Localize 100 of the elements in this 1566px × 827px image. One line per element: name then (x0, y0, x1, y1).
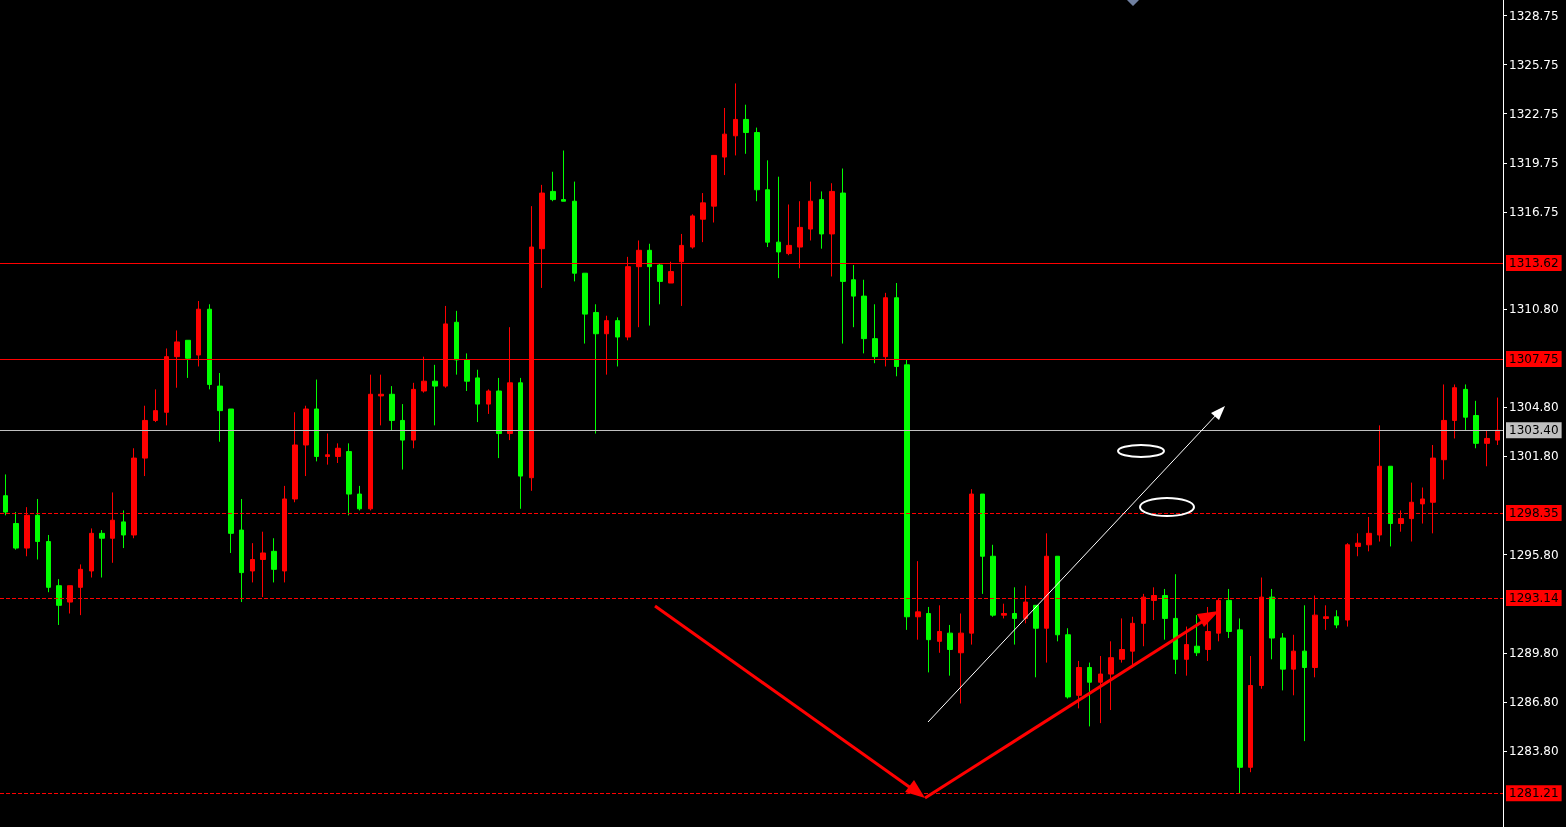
candlestick (475, 369, 480, 423)
candlestick (46, 534, 51, 593)
candlestick (1119, 617, 1125, 664)
candlestick (926, 606, 931, 673)
ref-line-label: 1293.14 (1509, 591, 1559, 606)
candlestick (904, 359, 910, 631)
candlestick (819, 190, 824, 250)
candlestick (861, 279, 867, 354)
candlestick (260, 531, 266, 598)
ref-line-label: 1303.40 (1509, 423, 1559, 438)
candlestick (239, 498, 244, 603)
candlestick (733, 82, 738, 156)
candlestick (378, 374, 384, 426)
candlestick (1291, 634, 1296, 696)
candlestick (217, 372, 223, 443)
candlestick (711, 154, 717, 223)
candlestick (947, 624, 953, 677)
candlestick (808, 181, 813, 241)
candlestick (786, 204, 792, 256)
candlestick (314, 379, 319, 462)
candlestick (3, 473, 8, 516)
candlestick (325, 433, 330, 466)
candlestick (250, 542, 255, 583)
y-tick-label: 1322.75 (1509, 106, 1559, 121)
candlestick (1441, 383, 1447, 480)
candlestick (958, 613, 964, 704)
candlestick (35, 498, 40, 561)
candlestick (411, 382, 416, 449)
candlestick (207, 303, 212, 390)
candlestick (292, 411, 298, 503)
candlestick (1173, 573, 1178, 675)
y-tick-label: 1325.75 (1509, 57, 1559, 72)
candlestick (1248, 655, 1253, 773)
candlestick (1194, 614, 1200, 657)
candlestick (271, 537, 277, 583)
candlestick (185, 339, 191, 379)
y-tick-label: 1295.80 (1509, 547, 1559, 562)
candlestick (582, 272, 588, 345)
candlestick (700, 192, 706, 243)
candlestick (1001, 603, 1007, 619)
candlestick (1033, 604, 1039, 678)
candlestick (550, 171, 556, 202)
candlestick (335, 442, 341, 464)
candlestick (840, 168, 846, 345)
candlestick (593, 303, 599, 435)
candlestick (464, 352, 470, 392)
candlestick (894, 282, 899, 377)
candlestick (647, 243, 652, 327)
candlestick (561, 150, 566, 202)
candlestick (1355, 532, 1361, 557)
candlestick (346, 442, 352, 516)
candlestick (1226, 588, 1232, 639)
candlestick (228, 408, 234, 554)
y-tick-label: 1289.80 (1509, 645, 1559, 660)
ref-line-label: 1313.62 (1509, 256, 1559, 271)
candlestick (1495, 397, 1500, 446)
candlestick (1323, 604, 1329, 631)
y-tick-label: 1316.75 (1509, 204, 1559, 219)
y-tick-label: 1286.80 (1509, 694, 1559, 709)
candlestick (496, 377, 502, 459)
candlestick (400, 403, 405, 471)
candlestick (1302, 604, 1307, 742)
candlestick (872, 303, 878, 364)
ref-line-label: 1307.75 (1509, 352, 1559, 367)
candlestick (754, 127, 760, 202)
candlestick (1184, 626, 1189, 677)
candlestick (1108, 640, 1114, 711)
candlestick (1065, 627, 1071, 700)
candlestick (121, 509, 126, 549)
candlestick (1280, 632, 1286, 691)
candlestick (937, 604, 942, 654)
candlestick (722, 107, 727, 176)
candlestick (1366, 516, 1372, 552)
candlestick (153, 388, 158, 423)
y-tick-label: 1328.75 (1509, 8, 1559, 23)
candlestick (851, 264, 856, 328)
candlestick (368, 374, 373, 511)
candlestick (1162, 588, 1168, 641)
candlestick (432, 364, 438, 426)
candlestick (1452, 383, 1457, 439)
candlestick (1087, 662, 1092, 727)
candlestick (990, 544, 996, 618)
candlestick (454, 310, 459, 376)
ref-line-label: 1281.21 (1509, 786, 1559, 801)
candlestick (303, 405, 309, 477)
candlestick (56, 578, 62, 626)
candlestick (1269, 588, 1275, 660)
candlestick (657, 262, 663, 305)
candlestick (13, 511, 19, 551)
candlestick (1076, 660, 1082, 709)
y-tick-label: 1304.80 (1509, 400, 1559, 415)
candlestick (357, 485, 362, 511)
ref-line-label: 1298.35 (1509, 505, 1559, 520)
candlestick (99, 529, 105, 579)
y-tick-label: 1319.75 (1509, 155, 1559, 170)
candlestick (572, 181, 577, 282)
y-tick-label: 1301.80 (1509, 449, 1559, 464)
candlestick (389, 385, 395, 431)
candlestick (142, 405, 148, 477)
candlestick (690, 213, 695, 250)
